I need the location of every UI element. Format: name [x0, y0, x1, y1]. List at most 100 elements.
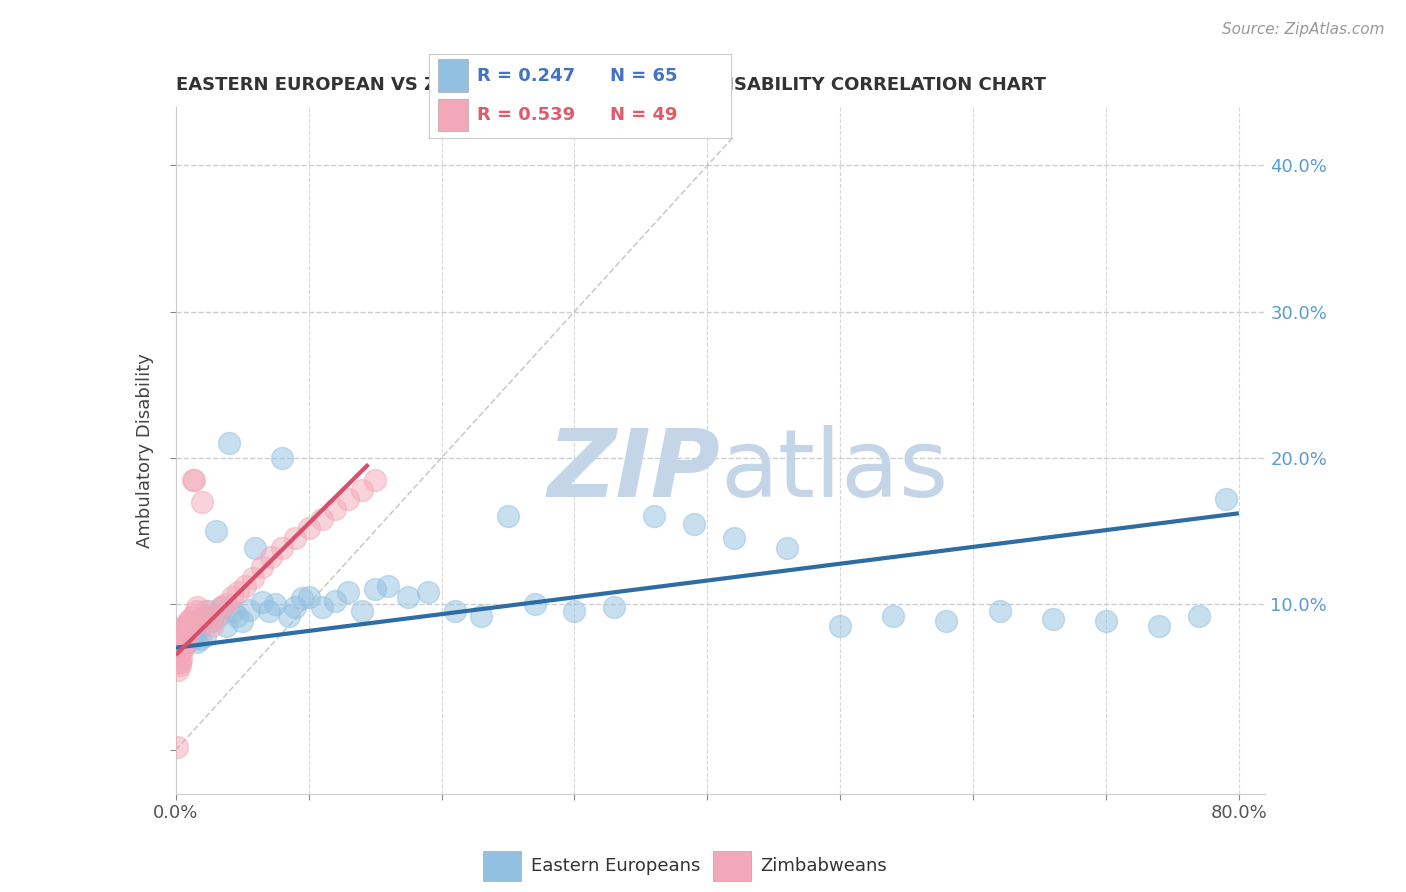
Point: [211, 599, 233, 614]
Point: [643, 509, 665, 524]
Point: [188, 632, 211, 646]
Point: [166, 740, 188, 755]
Point: [172, 633, 194, 648]
Point: [176, 619, 198, 633]
Point: [215, 619, 238, 633]
Point: [1042, 611, 1064, 625]
Point: [683, 516, 706, 531]
Point: [264, 597, 287, 611]
Point: [323, 502, 346, 516]
Point: [173, 638, 195, 652]
Point: [181, 622, 204, 636]
Point: [603, 599, 626, 614]
Point: [238, 603, 260, 617]
Point: [207, 608, 229, 623]
Point: [1095, 615, 1118, 629]
Point: [470, 608, 492, 623]
Point: [226, 585, 249, 599]
Point: [284, 599, 307, 614]
Point: [250, 595, 273, 609]
Point: [172, 626, 194, 640]
Point: [209, 599, 232, 614]
Point: [882, 608, 904, 623]
Point: [170, 640, 193, 655]
Point: [191, 615, 214, 630]
Point: [172, 638, 194, 652]
Text: Eastern Europeans: Eastern Europeans: [531, 857, 700, 875]
Point: [298, 590, 321, 604]
Point: [169, 656, 191, 670]
Bar: [713, 851, 751, 881]
Point: [988, 604, 1011, 618]
Point: [180, 610, 202, 624]
Point: [166, 656, 188, 670]
Point: [377, 579, 399, 593]
Point: [233, 579, 256, 593]
Point: [1188, 608, 1211, 623]
Point: [184, 604, 207, 618]
Point: [257, 604, 280, 618]
Point: [179, 615, 201, 629]
Point: [169, 658, 191, 673]
Point: [418, 585, 440, 599]
Point: [323, 594, 346, 608]
Point: [190, 620, 212, 634]
Point: [245, 541, 267, 556]
Point: [180, 627, 202, 641]
Point: [215, 597, 238, 611]
Point: [179, 633, 201, 648]
Point: [198, 615, 221, 629]
Point: [194, 604, 217, 618]
Text: R = 0.247: R = 0.247: [477, 67, 575, 85]
Point: [364, 582, 387, 597]
Y-axis label: Ambulatory Disability: Ambulatory Disability: [136, 353, 155, 548]
Point: [176, 629, 198, 643]
Point: [201, 615, 224, 629]
Point: [1147, 619, 1170, 633]
Point: [250, 560, 273, 574]
Point: [311, 599, 333, 614]
Point: [172, 643, 194, 657]
Point: [177, 626, 200, 640]
Point: [291, 591, 314, 605]
Point: [1215, 491, 1237, 506]
Point: [176, 619, 198, 633]
Point: [173, 629, 195, 643]
Point: [396, 590, 419, 604]
Point: [188, 611, 211, 625]
Text: Zimbabweans: Zimbabweans: [761, 857, 887, 875]
Point: [177, 629, 200, 643]
Text: R = 0.539: R = 0.539: [477, 106, 575, 124]
Point: [177, 624, 200, 638]
Point: [183, 631, 205, 645]
Point: [174, 633, 197, 648]
Bar: [437, 99, 468, 131]
Point: [496, 509, 519, 524]
Point: [177, 624, 200, 638]
Point: [201, 619, 224, 633]
Text: Source: ZipAtlas.com: Source: ZipAtlas.com: [1222, 22, 1385, 37]
Point: [277, 608, 299, 623]
Bar: [437, 60, 468, 92]
Point: [225, 608, 247, 623]
Point: [337, 491, 360, 506]
Point: [284, 531, 307, 545]
Point: [167, 648, 190, 662]
Point: [443, 604, 465, 618]
Point: [204, 524, 226, 538]
Text: ZIP: ZIP: [548, 425, 721, 517]
Point: [271, 541, 294, 556]
Point: [221, 590, 243, 604]
Text: N = 65: N = 65: [610, 67, 678, 85]
Point: [350, 604, 373, 618]
Point: [271, 450, 294, 465]
Point: [184, 624, 207, 639]
Point: [167, 663, 190, 677]
Point: [186, 599, 208, 614]
Point: [830, 619, 852, 633]
Point: [311, 512, 333, 526]
Point: [204, 608, 226, 623]
Point: [195, 610, 218, 624]
Point: [337, 585, 360, 599]
Point: [242, 571, 264, 585]
